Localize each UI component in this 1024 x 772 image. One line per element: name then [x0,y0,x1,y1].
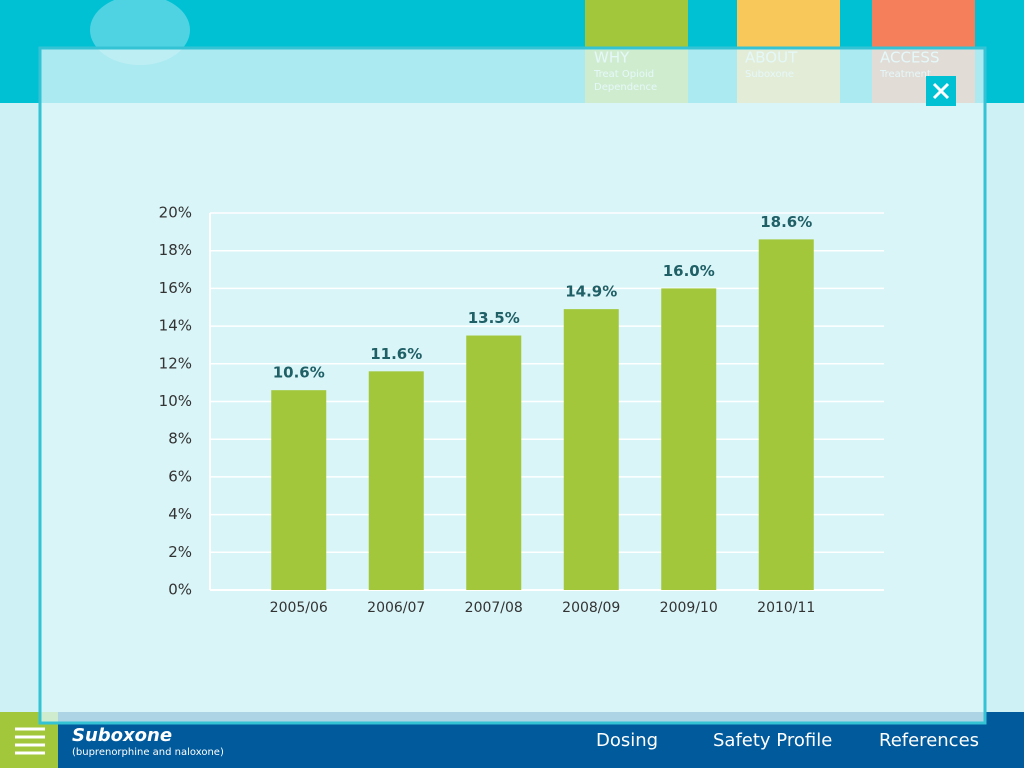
close-icon [932,82,950,100]
bar [368,371,424,590]
y-tick-label: 2% [168,543,192,561]
bar [661,288,717,590]
y-tick-label: 6% [168,467,192,485]
y-tick-label: 12% [159,354,192,372]
value-label: 13.5% [468,309,520,327]
x-tick-label: 2006/07 [367,600,425,616]
bar [466,335,522,590]
bar [271,390,327,590]
y-tick-label: 10% [159,392,192,410]
menu-icon [15,727,45,755]
footer-link[interactable]: Safety Profile [713,730,832,751]
x-tick-label: 2008/09 [562,600,620,616]
y-tick-label: 14% [159,317,192,335]
x-tick-label: 2009/10 [660,600,718,616]
value-label: 10.6% [273,364,325,382]
x-tick-label: 2010/11 [757,600,815,616]
x-tick-label: 2005/06 [270,600,328,616]
y-tick-label: 20% [159,204,192,222]
brand-sub: (buprenorphine and naloxone) [72,747,224,758]
y-tick-label: 16% [159,279,192,297]
value-label: 16.0% [663,262,715,280]
bar [758,239,814,590]
x-tick-label: 2007/08 [465,600,523,616]
footer-link[interactable]: References [879,730,979,751]
footer-link[interactable]: Dosing [596,730,658,751]
y-tick-label: 0% [168,581,192,599]
y-tick-label: 18% [159,241,192,259]
chart: 0% 2% 4% 6% 8% 10% 12% 14% 16% 18% 20% 2005/06 10.6%… [159,204,884,616]
y-tick-label: 8% [168,430,192,448]
value-label: 14.9% [565,283,617,301]
value-label: 11.6% [370,345,422,363]
brand: Suboxone [72,725,172,746]
y-tick-label: 4% [168,505,192,523]
value-label: 18.6% [760,213,812,231]
bar [563,309,619,590]
